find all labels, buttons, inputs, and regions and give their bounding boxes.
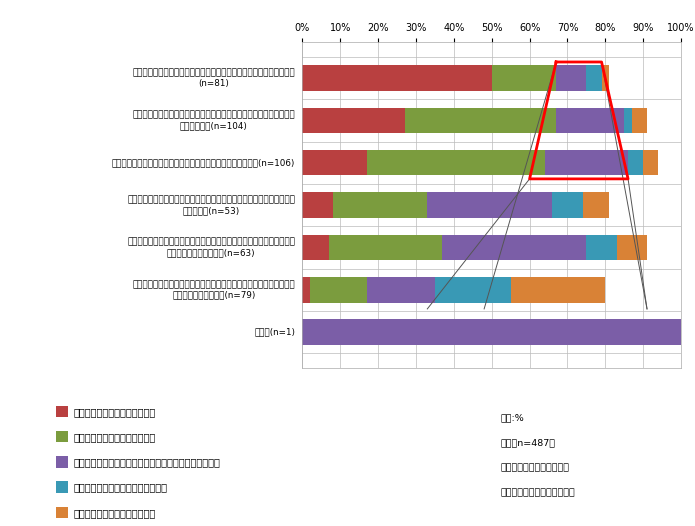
Bar [616,235,647,260]
Text: 有望企業へ出資または買収し、出資先企業と積極的に協業・交流した
(n=81): 有望企業へ出資または買収し、出資先企業と積極的に協業・交流した (n=81) [133,68,295,88]
Bar [602,65,609,91]
Bar [632,108,647,133]
Text: 縦軸のアクションは単回答: 縦軸のアクションは単回答 [500,463,569,472]
Bar [302,150,367,176]
Text: その他(n=1): その他(n=1) [254,328,295,337]
Bar [435,277,511,302]
Bar [404,108,556,133]
Bar [545,150,628,176]
Text: 実際の成果は不明（計測不能）: 実際の成果は不明（計測不能） [74,508,156,518]
Bar [553,193,582,218]
Bar [302,319,681,345]
Bar [329,235,443,260]
Text: 出資や買収、提携などは最終的にしなかったが、有望ベンチャーや協業
できそうな企業を探した(n=63): 出資や買収、提携などは最終的にしなかったが、有望ベンチャーや協業 できそうな企業… [127,238,295,257]
Bar [443,235,587,260]
Bar [644,150,658,176]
Bar [302,108,404,133]
Bar [367,277,435,302]
Text: 単位:%: 単位:% [500,413,524,422]
Bar [587,235,616,260]
Text: 出資や買収、提携などは最終的にしなかったがオープンイノベーション
を実施した(n=53): 出資や買収、提携などは最終的にしなかったがオープンイノベーション を実施した(n… [127,196,295,215]
Text: 期待していた成果は得られていない: 期待していた成果は得られていない [74,482,167,493]
Text: 一定の成果は得られているが、期待していた程ではない: 一定の成果は得られているが、期待していた程ではない [74,457,220,468]
Bar [582,193,609,218]
Bar [302,277,310,302]
Bar [333,193,427,218]
Text: 有望企業へ業務提携し、提携先企業と積極的に協業・交流した(n=106): 有望企業へ業務提携し、提携先企業と積極的に協業・交流した(n=106) [112,158,295,167]
Bar [427,193,553,218]
Bar [556,108,624,133]
Bar [492,65,556,91]
Bar [302,193,333,218]
Bar [628,150,644,176]
Text: 全体（n=487）: 全体（n=487） [500,438,555,447]
Bar [624,108,632,133]
Text: 出資や買収、提携などは最終的にしなかった（出資・買収・提携を検
討・模索しなかった）(n=79): 出資や買収、提携などは最終的にしなかった（出資・買収・提携を検 討・模索しなかっ… [133,280,295,299]
Bar [302,235,329,260]
Bar [556,65,587,91]
Bar [367,150,545,176]
Bar [511,277,605,302]
Text: 有望企業へ出資または買収したが、カネだけ出して出資先企業には介
入しなかった(n=104): 有望企業へ出資または買収したが、カネだけ出して出資先企業には介 入しなかった(n… [133,111,295,130]
Text: 横軸の取り組み結果は単回答: 横軸の取り組み結果は単回答 [500,489,575,498]
Bar [302,65,492,91]
Text: 期待通りの成果が得られている: 期待通りの成果が得られている [74,432,156,442]
Bar [310,277,367,302]
Text: 期待以上の成果が得られている: 期待以上の成果が得られている [74,407,156,417]
Bar [587,65,602,91]
